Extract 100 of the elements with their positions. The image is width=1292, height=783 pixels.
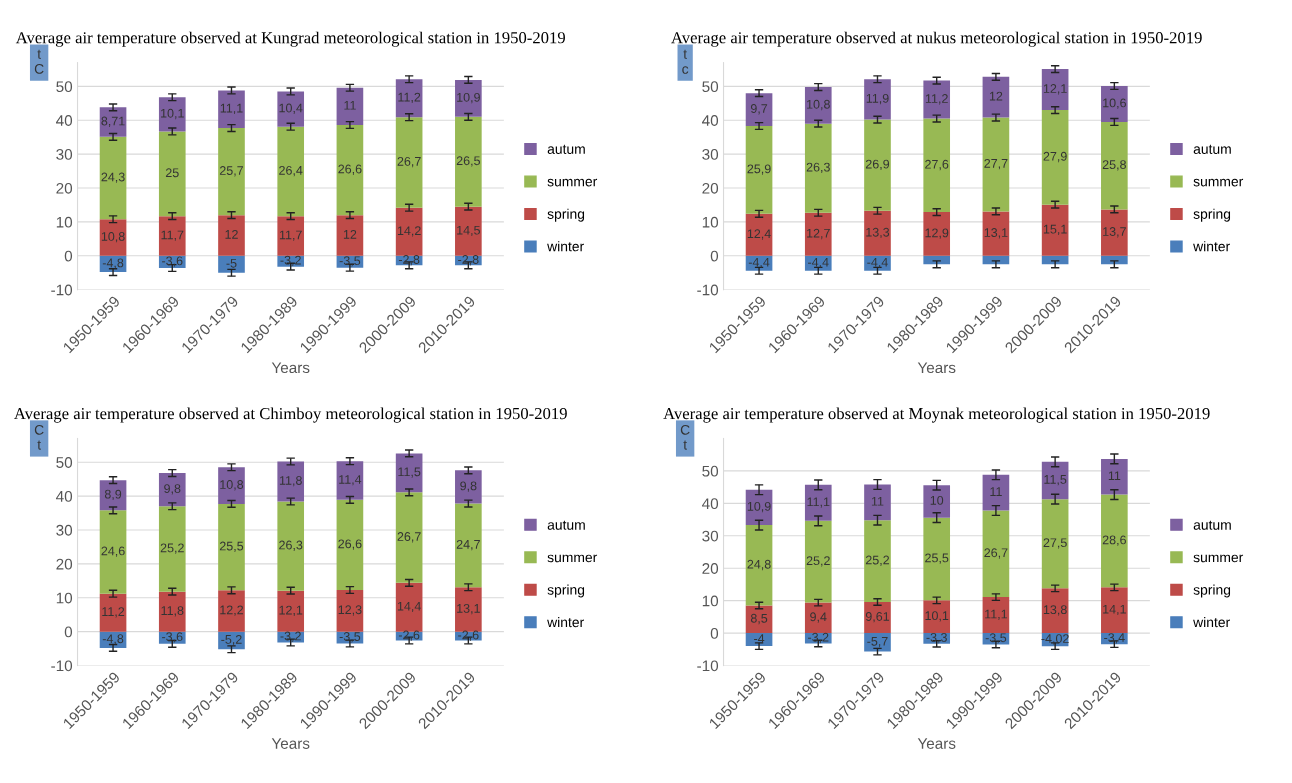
legend-label: winter [1193, 241, 1230, 252]
bar [745, 633, 773, 647]
y-tick-label: 10 [702, 216, 719, 228]
y-tick-label: -10 [697, 660, 719, 672]
y-tick-label: 10 [702, 595, 719, 607]
y-tick-label: 40 [702, 115, 719, 126]
data-label: -4,8 [102, 258, 124, 269]
bar [1101, 458, 1128, 495]
bar [745, 525, 773, 606]
x-axis-title: Years [271, 362, 310, 374]
data-label: 25,5 [219, 541, 244, 552]
y-tick-label: 50 [702, 81, 719, 93]
bar [455, 503, 482, 588]
data-label: 10,1 [925, 611, 949, 622]
bar [745, 605, 773, 634]
y-tick-label: 10 [56, 592, 73, 604]
bar [277, 461, 305, 502]
bar [864, 520, 891, 602]
data-label: 26,3 [806, 162, 830, 174]
bar [395, 492, 423, 583]
data-label: 11,8 [279, 476, 302, 487]
data-label: -4,4 [808, 257, 829, 269]
data-label: -5 [226, 258, 237, 268]
bar [158, 216, 186, 256]
bar [923, 600, 951, 634]
data-label: 11,4 [339, 475, 362, 486]
data-label: 10,6 [1103, 98, 1126, 109]
data-label: 12,2 [220, 605, 244, 616]
bar [1041, 110, 1069, 205]
bar [804, 123, 832, 213]
data-label: 9,8 [460, 481, 477, 492]
bar [277, 255, 305, 267]
data-label: 10,8 [807, 99, 830, 111]
data-label: 26,6 [338, 539, 362, 550]
data-label: 12,7 [807, 228, 830, 240]
bar [99, 593, 127, 632]
data-label: 14,5 [457, 225, 480, 237]
data-label: 8,5 [750, 613, 768, 625]
bar [395, 453, 423, 493]
data-label: 26,5 [456, 156, 480, 167]
data-label: -5,2 [221, 634, 242, 646]
data-label: 9,61 [865, 612, 890, 623]
y-tick-label: -10 [51, 660, 73, 672]
y-tick-label: 30 [56, 524, 73, 536]
data-label: 11,1 [807, 497, 830, 508]
bar [218, 255, 245, 273]
bar [864, 633, 891, 652]
bar [745, 126, 773, 214]
bar [218, 215, 245, 256]
bar [455, 116, 482, 207]
bar [158, 506, 186, 592]
data-label: 12,1 [1043, 84, 1067, 95]
bar [804, 484, 832, 521]
bar [158, 97, 186, 132]
bar [158, 131, 186, 217]
legend-label: spring [1193, 208, 1231, 222]
bar [455, 587, 482, 632]
bar [336, 125, 364, 216]
data-label: 13,8 [1043, 605, 1067, 616]
y-tick-label: 30 [56, 149, 73, 160]
bar [1101, 86, 1128, 122]
data-label: 25 [165, 168, 179, 178]
data-label: 14,1 [1103, 604, 1126, 616]
bar [336, 461, 364, 500]
bar [99, 219, 127, 256]
data-label: 13,3 [866, 227, 890, 239]
data-label: 12,1 [279, 605, 303, 616]
bar [1041, 69, 1069, 111]
data-label: 26,4 [279, 165, 303, 177]
bar [1041, 499, 1069, 589]
data-label: 13,1 [984, 228, 1008, 239]
data-label: 11,2 [102, 607, 125, 618]
legend-label: winter [547, 616, 584, 628]
bar [99, 480, 127, 511]
legend-label: spring [547, 584, 585, 598]
y-tick-label: 20 [56, 182, 73, 194]
data-label: 12 [225, 229, 238, 239]
data-label: 11,1 [985, 609, 1008, 620]
bar [864, 210, 891, 256]
data-label: 25,2 [806, 556, 830, 567]
y-tick-label: 30 [702, 530, 719, 542]
bar [218, 503, 245, 591]
data-label: -4,8 [102, 634, 124, 645]
legend-label: summer [547, 554, 598, 563]
legend-label: winter [547, 241, 584, 252]
data-label: -3,2 [280, 631, 301, 642]
data-label: 11,1 [220, 103, 243, 115]
bar [395, 79, 423, 118]
data-label: 11 [344, 100, 356, 110]
y-tick-label: 0 [64, 626, 73, 638]
y-tick-label: 20 [56, 558, 73, 570]
y-tick-label: 10 [56, 216, 73, 228]
data-label: 26,7 [397, 156, 421, 168]
data-label: 26,7 [397, 532, 421, 543]
data-label: 12 [343, 229, 357, 239]
data-label: 10,9 [747, 501, 771, 513]
data-label: 26,6 [338, 164, 362, 175]
legend-label: spring [1193, 584, 1231, 598]
x-axis-title: Years [917, 738, 956, 749]
data-label: 11,7 [279, 230, 302, 241]
